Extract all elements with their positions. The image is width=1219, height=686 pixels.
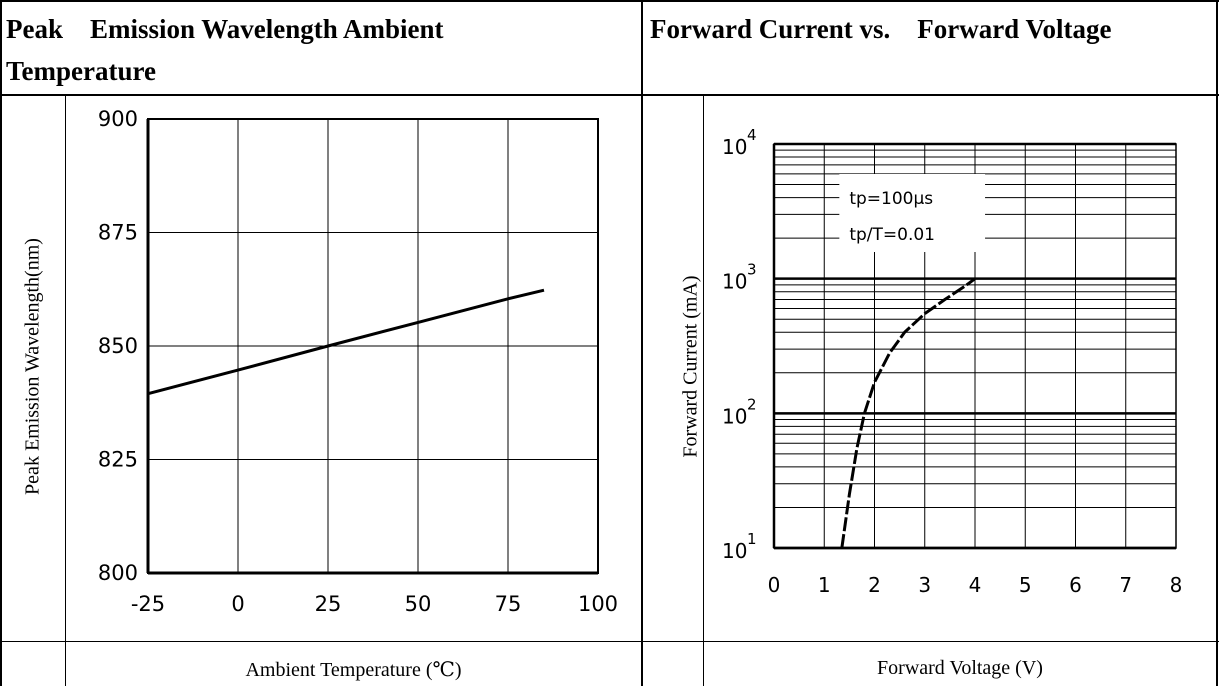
right-chart-x-tick-label: 7 bbox=[1119, 573, 1132, 597]
right-chart-x-tick-label: 0 bbox=[768, 573, 781, 597]
left-chart-x-tick-label: 100 bbox=[578, 592, 618, 616]
right-chart-annotation-box bbox=[839, 174, 986, 252]
right-chart-x-axis-label: Forward Voltage (V) bbox=[877, 657, 1043, 679]
right-chart-x-tick-label: 4 bbox=[969, 573, 982, 597]
right-chart-y-tick-base: 10 bbox=[722, 404, 747, 428]
right-chart-annotation-duty-cycle: tp/T=0.01 bbox=[849, 225, 935, 245]
right-chart-y-tick-label: 10 2 bbox=[722, 395, 757, 428]
right-chart-y-tick-base: 10 bbox=[722, 270, 747, 294]
left-chart-y-tick-label: 850 bbox=[98, 334, 138, 358]
right-chart-x-tick-label: 2 bbox=[868, 573, 881, 597]
table-divider-middle bbox=[641, 0, 643, 686]
right-chart-y-tick-label: 10 1 bbox=[722, 530, 757, 563]
left-chart-title-line2: Temperature bbox=[6, 56, 156, 86]
table-divider-right-label bbox=[703, 94, 704, 686]
right-chart-x-tick-label: 8 bbox=[1170, 573, 1183, 597]
left-chart-series-line bbox=[147, 288, 545, 396]
right-chart-x-tick-label: 6 bbox=[1069, 573, 1082, 597]
left-chart-y-tick-label: 825 bbox=[98, 448, 138, 472]
left-chart-x-tick-label: 0 bbox=[231, 592, 244, 616]
left-chart-x-tick-label: 50 bbox=[405, 592, 432, 616]
left-chart-x-tick-label: 75 bbox=[495, 592, 522, 616]
right-chart-annotation-pulse-width: tp=100μs bbox=[849, 189, 933, 209]
right-chart-title: Forward Current vs. Forward Voltage bbox=[650, 14, 1112, 44]
right-chart-x-tick-label: 1 bbox=[818, 573, 831, 597]
table-border-right bbox=[1216, 0, 1218, 686]
table-divider-header bbox=[0, 94, 1219, 96]
right-chart-y-tick-base: 10 bbox=[722, 539, 747, 563]
table-divider-footer bbox=[0, 641, 1219, 642]
left-chart-y-tick-label: 900 bbox=[98, 107, 138, 131]
left-chart-x-tick-label: -25 bbox=[131, 592, 165, 616]
right-chart-y-tick-exponent: 3 bbox=[747, 261, 757, 279]
right-chart-y-tick-exponent: 2 bbox=[747, 395, 757, 413]
left-chart-y-axis-label: Peak Emission Wavelength(nm) bbox=[21, 238, 44, 495]
left-chart-y-tick-label: 875 bbox=[98, 221, 138, 245]
right-chart-y-tick-label: 10 3 bbox=[722, 261, 757, 294]
table-divider-left-label bbox=[65, 94, 66, 686]
right-chart-series-line bbox=[840, 277, 976, 549]
left-chart-y-tick-label: 800 bbox=[98, 561, 138, 585]
right-chart-x-tick-label: 5 bbox=[1019, 573, 1032, 597]
right-chart-y-tick-exponent: 4 bbox=[747, 126, 757, 144]
left-chart-title-line1: Peak Emission Wavelength Ambient bbox=[6, 14, 444, 44]
right-chart-x-tick-label: 3 bbox=[918, 573, 931, 597]
table-border-left bbox=[0, 0, 2, 686]
table-border-top bbox=[0, 0, 1219, 2]
right-chart-y-tick-exponent: 1 bbox=[747, 530, 757, 548]
right-chart-y-axis-label: Forward Current (mA) bbox=[679, 275, 702, 458]
left-chart-plot: 900 875 850 825 800 -25 0 25 50 75 100 bbox=[98, 107, 618, 616]
right-chart-y-tick-label: 10 4 bbox=[722, 126, 757, 159]
left-chart-x-tick-label: 25 bbox=[315, 592, 342, 616]
right-chart-y-tick-base: 10 bbox=[722, 135, 747, 159]
left-chart-x-axis-label: Ambient Temperature (℃) bbox=[245, 659, 462, 681]
